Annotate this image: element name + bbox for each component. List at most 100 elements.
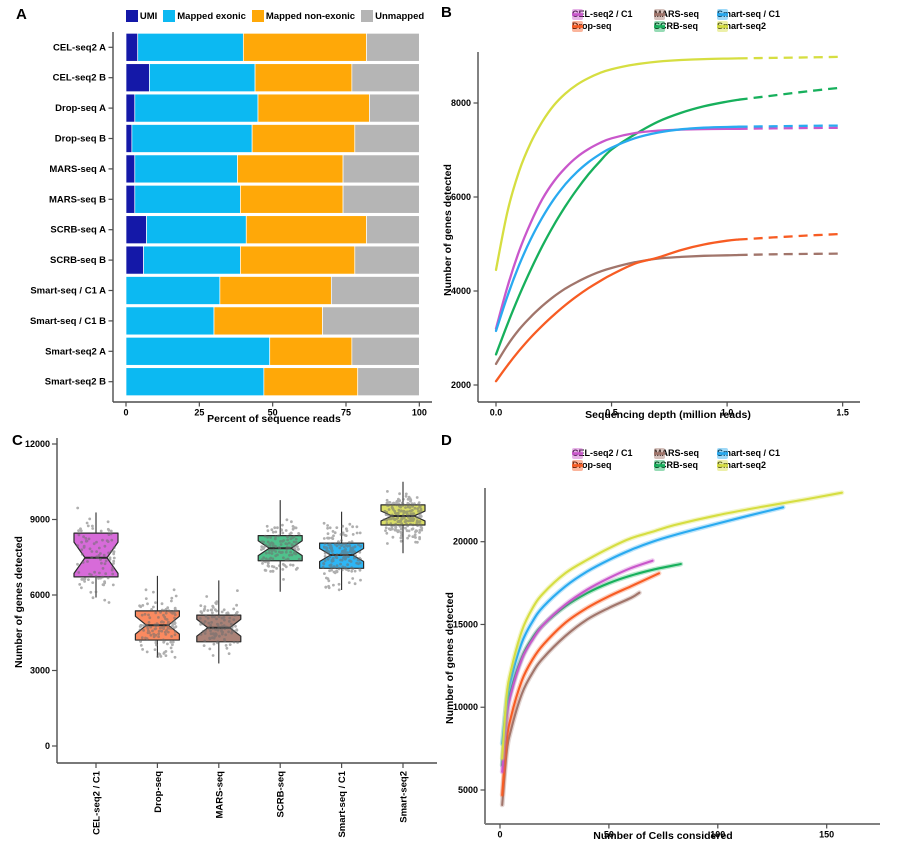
jitter-point	[213, 608, 217, 612]
jitter-point	[164, 654, 168, 657]
y-tick-label: 5000	[458, 785, 478, 795]
jitter-point	[331, 552, 335, 556]
jitter-point	[171, 621, 174, 625]
jitter-point	[88, 517, 92, 521]
jitter-point	[346, 544, 349, 548]
jitter-point	[407, 529, 411, 533]
jitter-point	[344, 534, 348, 537]
jitter-point	[333, 542, 337, 546]
jitter-point	[172, 588, 176, 592]
jitter-point	[394, 511, 397, 515]
jitter-point	[409, 519, 413, 522]
jitter-point	[154, 624, 158, 627]
legend-item: Smart-seq / C1	[717, 447, 780, 459]
bar-segment	[125, 276, 221, 305]
legend-key-icon	[654, 8, 665, 20]
jitter-point	[393, 518, 397, 521]
bar-segment	[257, 93, 370, 123]
jitter-point	[147, 621, 151, 624]
jitter-point	[144, 588, 148, 592]
jitter-point	[139, 644, 143, 647]
jitter-point	[323, 542, 327, 545]
jitter-point	[166, 642, 169, 646]
jitter-point	[322, 537, 326, 540]
jitter-point	[213, 615, 216, 619]
legend-label: SCRB-seq	[654, 21, 699, 31]
jitter-point	[405, 522, 408, 526]
jitter-point	[285, 518, 289, 522]
bar-segment	[134, 154, 238, 184]
jitter-point	[387, 508, 391, 511]
jitter-point	[173, 606, 177, 610]
jitter-point	[202, 609, 206, 612]
jitter-point	[271, 542, 275, 545]
curve-mars-seq-extrapolated	[738, 252, 839, 257]
jitter-point	[402, 516, 406, 520]
jitter-point	[173, 630, 177, 633]
jitter-point	[409, 509, 413, 513]
curve-smart-seq2	[494, 57, 740, 272]
jitter-point	[382, 518, 386, 521]
jitter-point	[77, 529, 80, 532]
jitter-point	[209, 624, 213, 627]
jitter-point	[404, 526, 407, 530]
jitter-point	[112, 559, 116, 563]
jitter-point	[157, 629, 161, 633]
jitter-point	[347, 541, 351, 544]
jitter-point	[335, 564, 339, 568]
legend-label: CEL-seq2 / C1	[572, 9, 633, 19]
category-label: SCRB-seq A	[50, 225, 106, 236]
jitter-point	[326, 532, 330, 535]
jitter-point	[343, 551, 346, 554]
legend-key-icon	[572, 8, 583, 20]
jitter-point	[404, 494, 408, 498]
jitter-point	[340, 539, 343, 542]
y-tick-label: 10000	[453, 702, 478, 712]
jitter-point	[228, 626, 231, 630]
legend-item: CEL-seq2 / C1	[572, 447, 654, 459]
jitter-point	[333, 571, 337, 575]
jitter-point	[335, 526, 339, 529]
curve-drop-seq	[501, 572, 661, 797]
legend-label: MARS-seq	[654, 448, 700, 458]
jitter-point	[324, 585, 328, 589]
jitter-point	[145, 637, 149, 641]
bar-segment	[213, 306, 323, 336]
legend-label: UMI	[139, 10, 158, 22]
jitter-point	[138, 628, 142, 632]
jitter-point	[413, 506, 417, 510]
panel-d-chart: 5000 10000 15000 20000 0 50 100 150	[453, 488, 880, 840]
curve-smart-seq-c1	[501, 506, 785, 745]
jitter-point	[145, 624, 149, 628]
jitter-point	[390, 513, 394, 517]
jitter-point	[260, 558, 264, 562]
jitter-point	[110, 568, 114, 572]
legend-key-icon	[572, 459, 583, 471]
curve-smart-seq2-band	[499, 490, 845, 761]
jitter-point	[348, 544, 352, 548]
jitter-point	[91, 527, 95, 530]
jitter-point	[411, 519, 415, 522]
curve-drop-seq	[494, 238, 740, 383]
jitter-point	[232, 640, 236, 644]
legend-item: UMI	[125, 10, 158, 22]
jitter-point	[216, 628, 220, 631]
jitter-point	[340, 558, 344, 562]
panel-d-letter: D	[441, 432, 452, 449]
curve-drop-seq-extrapolated	[738, 232, 839, 241]
jitter-point	[223, 638, 226, 641]
jitter-point	[401, 526, 405, 529]
x-tick-label: 0.5	[605, 408, 618, 418]
jitter-point	[148, 616, 152, 620]
jitter-point	[390, 505, 394, 509]
jitter-point	[80, 540, 83, 544]
jitter-point	[325, 576, 328, 580]
jitter-point	[411, 523, 415, 527]
jitter-point	[351, 577, 355, 580]
jitter-point	[160, 602, 164, 606]
jitter-point	[389, 517, 393, 521]
jitter-point	[157, 652, 161, 656]
jitter-point	[111, 583, 115, 587]
jitter-point	[146, 627, 150, 630]
jitter-point	[399, 530, 403, 534]
